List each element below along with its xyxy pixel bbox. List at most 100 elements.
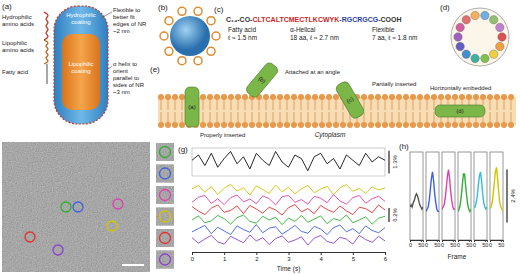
scale-bar-label: 1.3% xyxy=(392,155,398,169)
lipid-head xyxy=(333,94,339,100)
particle-marker xyxy=(107,221,117,231)
x-axis: 0123456 xyxy=(191,252,388,262)
peptide-caption: Partially inserted xyxy=(372,81,416,87)
crop-noise xyxy=(156,165,174,183)
x-axis: 050 xyxy=(489,240,504,248)
peptide-caption: Attached at an angle xyxy=(285,69,341,75)
residue xyxy=(498,33,506,41)
lipid-head xyxy=(242,94,248,100)
lipid-tail xyxy=(434,100,435,122)
text-line: better fit xyxy=(113,14,135,20)
lipid-head xyxy=(207,122,213,128)
segment-detail: 7 aa, ℓ ≈ 1.8 nm xyxy=(372,34,417,41)
figure: (a)(b)(c)(d)(e)(f)(g)(h)Hydrophiliccoati… xyxy=(0,0,520,274)
tick: 50 xyxy=(418,240,424,248)
plot-frame xyxy=(490,152,503,240)
lipid-tail xyxy=(511,100,512,122)
lipid-head xyxy=(501,122,507,128)
text-line: Lipophilic xyxy=(2,40,27,46)
crop-marker xyxy=(160,211,171,222)
crop-noise xyxy=(156,229,174,247)
tick: 0 xyxy=(457,240,460,248)
residue xyxy=(496,23,504,31)
peptide-body xyxy=(435,105,485,117)
lipid-head xyxy=(347,122,353,128)
lipid-head xyxy=(277,122,283,128)
lipid-head xyxy=(508,122,514,128)
text-line: ~2 nm xyxy=(113,28,130,34)
lipid-head xyxy=(445,94,451,100)
lipid-head xyxy=(249,122,255,128)
tick-mark xyxy=(289,252,290,255)
residue xyxy=(496,42,504,50)
lipid-head xyxy=(487,94,493,100)
lipid-head xyxy=(361,122,367,128)
x-axis: 050 xyxy=(425,240,440,248)
tick: 0 xyxy=(441,240,444,248)
tick-mark xyxy=(353,252,354,255)
panel-h: 050050050050050050Frame2.4% xyxy=(409,152,516,260)
residue xyxy=(462,50,470,58)
tick-label: 0 xyxy=(473,242,476,248)
tick-label: 0 xyxy=(457,242,460,248)
peptide: (c) xyxy=(334,80,365,120)
tick: 3 xyxy=(287,252,291,262)
lipid-tail xyxy=(224,100,225,122)
tick: 0 xyxy=(409,240,412,248)
lipid-head xyxy=(312,94,318,100)
lipid-head xyxy=(158,122,164,128)
peptide-hydrophilic xyxy=(44,12,48,40)
lipid-head xyxy=(165,94,171,100)
lipid-tail xyxy=(308,100,309,122)
lipid-head xyxy=(368,94,374,100)
lipid-head xyxy=(410,122,416,128)
tick-mark xyxy=(256,252,257,255)
side-label: Lipophilicamino acids xyxy=(2,40,34,53)
lipid-head xyxy=(473,94,479,100)
plot-area xyxy=(192,152,385,171)
particle-marker xyxy=(61,202,71,212)
lipid-tail xyxy=(182,100,183,122)
lipid-tail xyxy=(280,100,281,122)
plot-area xyxy=(490,167,503,211)
plot-area xyxy=(458,174,471,211)
lipid-head xyxy=(256,122,262,128)
crop xyxy=(156,251,174,269)
nanorod-core xyxy=(62,34,100,110)
text-line: parallel to xyxy=(113,75,140,81)
nanorod-coating xyxy=(54,6,108,124)
panel-g: 1.3%0123456Time (s)6.2% xyxy=(191,148,398,273)
peptide-label: (d) xyxy=(456,108,463,114)
peptide-body xyxy=(244,61,279,99)
lipid-head xyxy=(228,122,234,128)
lipid-tail xyxy=(273,100,274,122)
segment-name: Fatty acid xyxy=(228,26,257,34)
trace xyxy=(442,170,455,210)
lipid-head xyxy=(501,94,507,100)
lipid-head xyxy=(200,94,206,100)
text-line: Hydrophilic xyxy=(2,14,32,20)
lipid-head xyxy=(431,122,437,128)
lipid-head xyxy=(487,122,493,128)
lipid-tail xyxy=(336,100,337,122)
crop xyxy=(156,165,174,183)
lipid-head xyxy=(494,94,500,100)
trace xyxy=(192,152,385,171)
scale-bar xyxy=(388,151,389,174)
helix-wheel xyxy=(451,8,509,66)
plot-area xyxy=(426,172,439,212)
crop-noise xyxy=(156,186,174,204)
lipid-tail xyxy=(490,100,491,122)
leader-line xyxy=(107,66,112,70)
x-axis: 050 xyxy=(457,240,472,248)
panel-e: (a)Properly inserted(b)Attached at an an… xyxy=(158,61,516,139)
panel-letter: (e) xyxy=(150,65,160,74)
lipid-tail xyxy=(168,100,169,122)
panel-d xyxy=(451,8,509,66)
x-axis: 0 50 xyxy=(409,240,424,248)
lipid-head xyxy=(228,94,234,100)
lipid-head xyxy=(298,122,304,128)
tick-label: 50 xyxy=(418,242,424,248)
panel-c: C₁₄-CO-CLTCALTCMECTLKCWYK-RGCRGCG-COOHFa… xyxy=(226,16,417,41)
trace xyxy=(458,174,471,211)
